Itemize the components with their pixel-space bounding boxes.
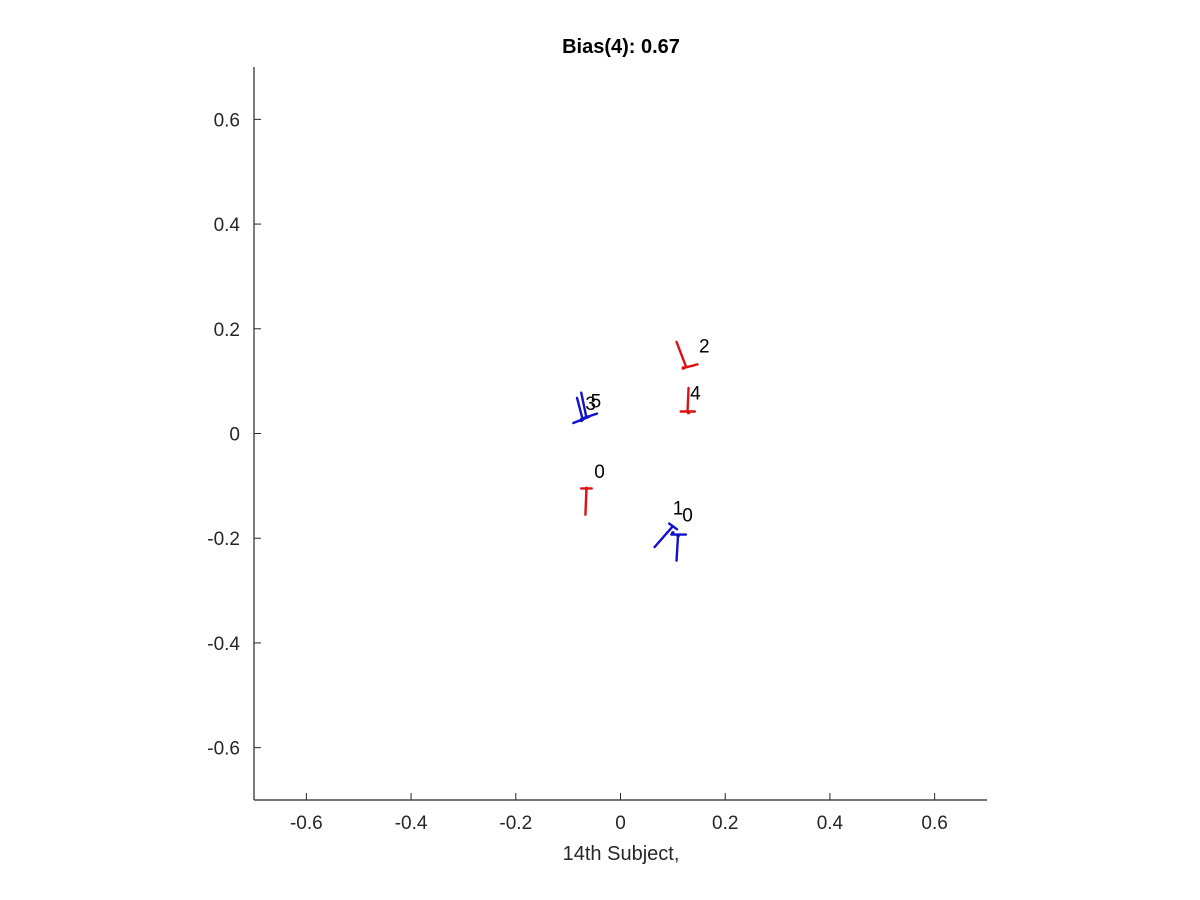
marker-3: 1 (653, 499, 684, 549)
marker-1: 2 (675, 336, 710, 370)
marker-point (686, 410, 691, 415)
marker-6: 5 (580, 391, 602, 421)
x-tick-label: -0.4 (395, 813, 428, 834)
marker-label: 3 (585, 394, 596, 415)
y-tick-label: 0.6 (214, 110, 240, 131)
y-tick-label: -0.4 (207, 634, 240, 655)
x-tick-label: 0.6 (921, 813, 947, 834)
marker-point (584, 414, 589, 419)
y-tick-label: 0 (229, 425, 240, 446)
marker-label: 2 (699, 336, 710, 357)
axes: -0.6 -0.4 -0.2 0 0.2 0.4 0.6 -0.6 -0.4 -0.2 0 0.2 0.… (207, 67, 987, 834)
y-tick-label: -0.6 (207, 739, 240, 760)
x-tick-label: -0.2 (499, 813, 532, 834)
x-axis-label: 14th Subject, (563, 843, 680, 865)
marker-label: 0 (594, 462, 605, 483)
x-tick-label: 0.2 (712, 813, 738, 834)
marker-stroke (580, 412, 599, 421)
chart-title: Bias(4): 0.67 (562, 36, 680, 58)
marker-stroke (675, 340, 688, 368)
marker-label: 1 (673, 499, 684, 520)
marker-2: 4 (679, 383, 701, 415)
x-tick-label: 0 (615, 813, 626, 834)
marker-label: 4 (690, 383, 701, 404)
marker-stroke (575, 396, 585, 422)
x-tick-label: 0.4 (817, 813, 844, 834)
marker-stroke (675, 533, 680, 562)
marker-stroke (584, 487, 588, 516)
marker-point (676, 533, 680, 538)
y-tick-label: -0.2 (207, 529, 240, 550)
marker-point (584, 486, 589, 491)
marker-point (681, 366, 686, 370)
y-tick-label: 0.2 (214, 320, 240, 341)
marker-0: 0 (580, 462, 605, 516)
marker-stroke (686, 386, 690, 413)
x-tick-label: -0.6 (290, 813, 323, 834)
marker-stroke (653, 524, 675, 549)
marker-label: 0 (682, 505, 693, 526)
marker-label: 5 (591, 391, 602, 412)
marker-4: 0 (670, 505, 693, 562)
y-tick-label: 0.4 (214, 215, 241, 236)
marker-stroke (580, 391, 588, 419)
